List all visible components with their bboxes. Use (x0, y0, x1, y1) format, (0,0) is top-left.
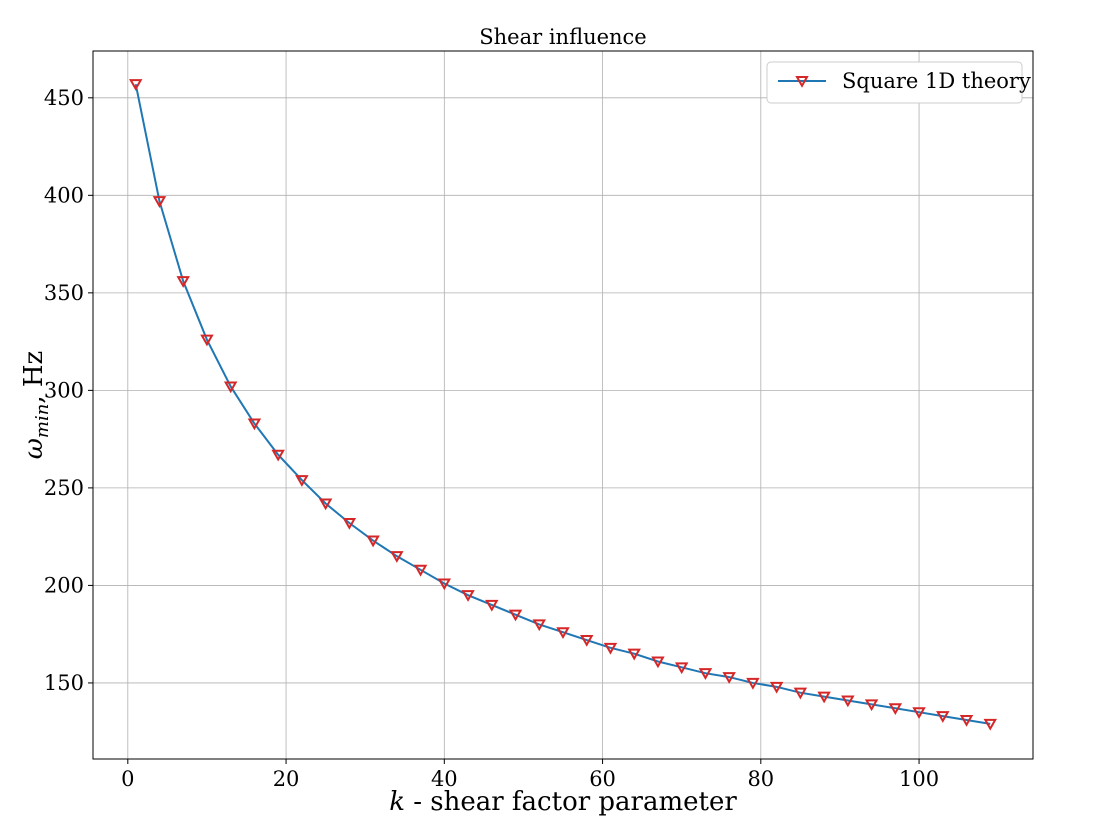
chart-title: Shear influence (479, 25, 647, 49)
series-line (134, 83, 991, 725)
data-point (603, 642, 618, 655)
data-point (342, 518, 357, 530)
data-point (556, 627, 570, 639)
x-tick-label: 60 (589, 767, 616, 791)
data-point (627, 648, 641, 661)
y-tick-label: 200 (44, 573, 84, 597)
data-point (722, 672, 736, 684)
data-point (912, 707, 926, 719)
data-point (864, 699, 879, 712)
data-point (176, 276, 190, 288)
data-point (318, 498, 333, 511)
y-axis-variable: ω (19, 438, 49, 459)
x-tick-label: 100 (899, 767, 939, 791)
y-tick-label: 450 (44, 86, 84, 110)
data-point (936, 711, 950, 723)
data-point (129, 79, 143, 91)
y-tick-label: 300 (44, 378, 84, 402)
data-point (769, 681, 784, 694)
x-axis-title: k - shear factor parameter (389, 787, 737, 817)
data-point (674, 662, 689, 675)
data-point (461, 590, 475, 602)
plot-area (92, 50, 1034, 760)
data-point (485, 599, 499, 612)
series-square-1d-theory (129, 79, 997, 731)
y-tick-label: 150 (44, 671, 84, 695)
data-point (746, 677, 760, 690)
data-point (651, 656, 665, 669)
data-point (793, 687, 808, 700)
data-point (247, 418, 262, 431)
x-tick-label: 0 (121, 767, 134, 791)
data-point (532, 619, 546, 632)
data-point (841, 695, 855, 708)
data-point (698, 668, 713, 680)
data-point (508, 609, 523, 622)
x-tick-label: 40 (431, 767, 458, 791)
data-point (983, 718, 997, 731)
data-point (271, 449, 285, 462)
x-axis-label-text: - shear factor parameter (405, 787, 737, 817)
data-point (390, 551, 404, 563)
y-axis-ticks: 150 200 250 300 350 400 450 (44, 86, 93, 695)
x-axis-ticks: 0 20 40 60 80 100 (121, 759, 939, 791)
y-axis-label-text: , Hz (19, 351, 49, 404)
data-point (413, 564, 428, 577)
x-tick-label: 80 (747, 767, 774, 791)
data-point (223, 381, 238, 394)
y-axis-subscript: min (32, 404, 53, 438)
data-point (580, 635, 594, 647)
x-tick-label: 20 (273, 767, 300, 791)
data-point (817, 691, 831, 704)
data-point (366, 535, 380, 548)
legend-box (766, 61, 1023, 104)
data-point (295, 475, 309, 487)
y-tick-label: 350 (44, 281, 84, 305)
data-point (437, 578, 452, 591)
legend-entry-label: Square 1D theory (842, 69, 1031, 93)
data-point (888, 703, 903, 716)
x-axis-variable: k (389, 787, 405, 817)
data-point (200, 334, 214, 347)
legend: Square 1D theory (766, 61, 1031, 104)
y-tick-label: 400 (44, 183, 84, 207)
series-markers (129, 79, 997, 731)
data-point (152, 196, 167, 208)
grid (93, 51, 1033, 759)
data-point (959, 714, 974, 727)
y-tick-label: 250 (44, 476, 84, 500)
legend-marker-sample (795, 76, 809, 88)
y-axis-title: ωmin, Hz (19, 351, 53, 460)
